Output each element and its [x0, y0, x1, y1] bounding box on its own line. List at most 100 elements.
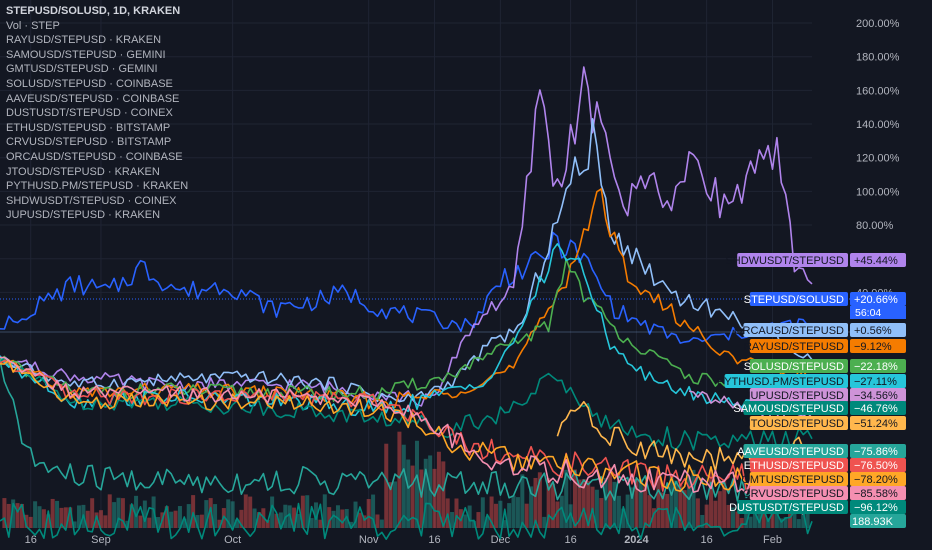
series-name-tag[interactable]	[724, 374, 848, 388]
volume-bar	[485, 516, 490, 528]
series-line[interactable]	[0, 359, 813, 500]
x-tick-label: Dec	[491, 534, 511, 546]
volume-bar	[15, 503, 20, 528]
volume-bar	[406, 459, 411, 528]
legend-symbol[interactable]: JUPUSD/STEPUSD · KRAKEN	[6, 209, 161, 222]
volume-bar	[327, 507, 332, 528]
volume-bar	[366, 499, 371, 528]
series-value-tag[interactable]	[850, 359, 906, 373]
countdown-label: 56:04	[855, 307, 881, 319]
series-value-tag[interactable]	[850, 388, 906, 402]
series-name-tag[interactable]	[749, 388, 848, 402]
legend-symbol[interactable]: SOLUSD/STEPUSD · COINBASE	[6, 77, 173, 90]
volume-bar	[572, 469, 577, 528]
series-value-tag[interactable]	[850, 500, 906, 514]
volume-bar	[436, 451, 441, 528]
series-value-tag[interactable]	[850, 458, 906, 472]
legend-symbol[interactable]: ORCAUSD/STEPUSD · COINBASE	[6, 150, 183, 163]
series-name-tag[interactable]	[749, 416, 848, 430]
series-name-tag[interactable]	[749, 486, 848, 500]
series-value-tag[interactable]	[850, 339, 906, 353]
legend-symbol[interactable]: DUSTUSDT/STEPUSD · COINEX	[6, 107, 173, 120]
series-line[interactable]	[0, 502, 813, 540]
series-value-tag[interactable]	[850, 374, 906, 388]
volume-bar	[6, 503, 11, 528]
volume-bar	[695, 498, 700, 528]
volume-bar	[709, 469, 714, 528]
volume-bar	[164, 506, 169, 528]
series-line[interactable]	[0, 356, 813, 515]
legend-symbol[interactable]: JTOUSD/STEPUSD · KRAKEN	[6, 165, 160, 178]
volume-bar	[120, 498, 125, 528]
legend-symbol[interactable]: ETHUSD/STEPUSD · BITSTAMP	[6, 121, 171, 134]
legend-symbol[interactable]: SAMOUSD/STEPUSD · GEMINI	[6, 48, 166, 61]
series-name-tag[interactable]	[749, 458, 848, 472]
volume-value-label: 188.93K	[852, 516, 894, 528]
symbol-list: RAYUSD/STEPUSD · KRAKEN SAMOUSD/STEPUSD ·…	[6, 33, 188, 223]
y-tick-label: 80.00%	[856, 220, 894, 232]
volume-bar	[783, 517, 788, 528]
volume-bar	[77, 505, 82, 528]
series-name-tag[interactable]	[749, 472, 848, 486]
legend-symbol[interactable]: CRVUSD/STEPUSD · BITSTAMP	[6, 136, 172, 149]
legend-symbol[interactable]: SHDWUSDT/STEPUSD · COINEX	[6, 194, 177, 207]
series-value-tag[interactable]	[850, 323, 906, 337]
series-value-tag[interactable]	[850, 444, 906, 458]
volume-bar	[687, 476, 692, 528]
series-line[interactable]	[0, 360, 813, 502]
series-value-tag[interactable]	[850, 253, 906, 267]
series-name-tag[interactable]	[743, 444, 849, 458]
series-value-label: −27.11%	[854, 376, 897, 388]
volume-bar	[603, 478, 608, 528]
series-line[interactable]	[0, 188, 813, 410]
chart-title[interactable]: STEPUSD/SOLUSD, 1D, KRAKEN	[6, 5, 181, 17]
volume-bar	[766, 518, 771, 528]
series-value-label: −85.58%	[854, 488, 898, 500]
series-name-tag[interactable]	[737, 500, 848, 514]
series-value-tag[interactable]	[850, 292, 906, 306]
legend-symbol[interactable]: AAVEUSD/STEPUSD · COINBASE	[6, 92, 180, 105]
volume-bar	[410, 465, 415, 528]
volume-bar	[638, 478, 643, 528]
series-line[interactable]	[0, 360, 813, 493]
series-name-tag[interactable]	[743, 401, 849, 415]
volume-bar	[252, 508, 257, 528]
series-name-tag[interactable]	[749, 292, 848, 306]
volume-bar	[107, 494, 112, 528]
series-value-tag[interactable]	[850, 472, 906, 486]
volume-label[interactable]: Vol · STEP	[6, 19, 60, 32]
series-line[interactable]	[0, 231, 813, 344]
series-line[interactable]	[0, 118, 813, 403]
legend-symbol[interactable]: GMTUSD/STEPUSD · GEMINI	[6, 63, 158, 76]
series-line[interactable]	[0, 66, 813, 407]
series-name-tag[interactable]	[737, 253, 848, 267]
volume-bar	[608, 467, 613, 528]
volume-bar	[314, 502, 319, 528]
series-name-tag[interactable]	[749, 339, 848, 353]
volume-bar	[441, 461, 446, 528]
series-value-tag[interactable]	[850, 416, 906, 430]
volume-bar	[186, 504, 191, 528]
series-value-label: +45.44%	[854, 255, 898, 267]
volume-bar	[542, 516, 547, 528]
volume-bar	[33, 501, 38, 528]
legend-symbol[interactable]: RAYUSD/STEPUSD · KRAKEN	[6, 34, 162, 47]
volume-bar	[634, 478, 639, 528]
volume-bar	[173, 510, 178, 528]
series-name-tag[interactable]	[749, 359, 848, 373]
volume-bar	[357, 512, 362, 528]
volume-bar	[156, 517, 161, 528]
volume-bar	[524, 503, 529, 528]
series-value-tag[interactable]	[850, 486, 906, 500]
volume-bar	[559, 495, 564, 528]
series-value-tag[interactable]	[850, 401, 906, 415]
volume-bar	[129, 504, 134, 528]
x-tick-label: Oct	[224, 534, 241, 546]
series-name-tag[interactable]	[743, 323, 849, 337]
legend-symbol[interactable]: PYTHUSD.PM/STEPUSD · KRAKEN	[6, 180, 189, 193]
x-tick-label: 16	[428, 534, 440, 546]
volume-bar	[239, 509, 244, 528]
volume-bar	[507, 503, 512, 528]
